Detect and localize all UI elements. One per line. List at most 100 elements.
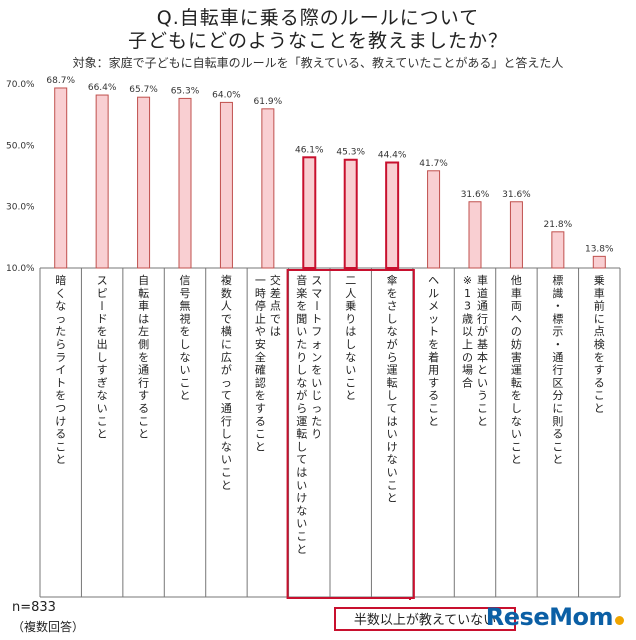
category-label-char: る xyxy=(428,389,439,402)
category-label-char: し xyxy=(387,312,398,325)
category-label-char: を xyxy=(387,287,398,300)
bar-value-label: 65.3% xyxy=(171,86,200,96)
bar-value-label: 61.9% xyxy=(254,97,283,107)
bar-value-label: 13.8% xyxy=(585,244,614,254)
category-label-char: こ xyxy=(255,428,266,441)
category-label-char: 無 xyxy=(180,299,191,313)
category-label-char: と xyxy=(594,402,605,415)
category-label-char: 用 xyxy=(428,364,439,377)
bar-value-label: 31.6% xyxy=(461,190,490,200)
category-label-char: イ xyxy=(55,364,66,377)
category-label-char: 行 xyxy=(552,364,563,377)
category-label-char: 聞 xyxy=(296,312,307,325)
category-label-char: 転 xyxy=(511,376,522,389)
category-label-char: こ xyxy=(552,440,563,453)
category-label-char: い xyxy=(311,376,322,389)
category-label-char: な xyxy=(296,504,307,517)
category-label-char: て xyxy=(387,402,398,415)
category-label-char: さ xyxy=(387,300,398,313)
category-label-char: 以 xyxy=(462,325,473,338)
category-label-char: な xyxy=(387,453,398,466)
category-label-char: る xyxy=(552,428,563,441)
category-label-char: 分 xyxy=(552,389,563,402)
category-label-char: た xyxy=(311,415,322,428)
category-label-char: ら xyxy=(296,402,307,415)
category-label-char: へ xyxy=(511,312,522,325)
category-label-char: い xyxy=(296,479,307,492)
y-tick-label: 30.0% xyxy=(6,203,35,213)
category-label-char: る xyxy=(138,402,149,415)
category-label-char: ・ xyxy=(552,300,563,313)
category-label-char: と xyxy=(552,453,563,466)
bar-value-label: 68.7% xyxy=(46,76,75,86)
category-label-char: っ xyxy=(221,376,232,389)
category-label-char: 標 xyxy=(552,273,563,287)
bar xyxy=(427,170,441,269)
category-label-char: い xyxy=(296,517,307,530)
category-label-char: ト xyxy=(311,312,322,325)
category-label-char: し xyxy=(180,338,191,351)
category-label-char: を xyxy=(138,351,149,364)
category-label-char: こ xyxy=(97,415,108,428)
category-label-char: 暗 xyxy=(55,273,66,287)
category-label-char: し xyxy=(511,402,522,415)
category-label-char: な xyxy=(387,325,398,338)
category-label-char: ※ xyxy=(463,274,472,287)
category-label-char: ら xyxy=(55,338,66,351)
category-label-char: の xyxy=(511,325,522,338)
category-label-char: 自 xyxy=(138,274,149,287)
category-label-char: 安 xyxy=(255,337,266,351)
category-label-char: と xyxy=(477,415,488,428)
category-label-char: り xyxy=(345,312,356,325)
category-label-char: 通 xyxy=(552,351,563,364)
category-label-char: こ xyxy=(477,402,488,415)
category-label-char: 通 xyxy=(221,402,232,415)
category-label-char: と xyxy=(511,453,522,466)
category-label-char: し xyxy=(345,338,356,351)
bar xyxy=(551,231,565,269)
logo-dot-icon xyxy=(615,616,624,625)
y-tick-label: 70.0% xyxy=(6,80,35,90)
category-label-char: し xyxy=(97,351,108,364)
category-label-char: が xyxy=(387,337,398,351)
logo-text: ReseMom xyxy=(485,603,614,631)
category-label-char: ン xyxy=(311,351,322,364)
category-label-char: じ xyxy=(311,389,322,402)
category-label-char: ぎ xyxy=(97,375,108,389)
category-label-char: た xyxy=(296,338,307,351)
category-label-char: る xyxy=(55,428,66,441)
category-label-char: 乗 xyxy=(594,274,605,287)
category-label-char: 車 xyxy=(511,286,522,300)
category-label-char: マ xyxy=(311,287,322,300)
callout-box: 半数以上が教えていない xyxy=(334,607,516,631)
category-label-char: い xyxy=(296,325,307,338)
category-label-char: メ xyxy=(428,300,439,313)
category-label-char: を xyxy=(55,389,66,402)
category-label-char: と xyxy=(387,492,398,505)
bar-value-label: 44.4% xyxy=(378,151,407,161)
category-label-char: こ xyxy=(221,466,232,479)
bar xyxy=(219,101,233,269)
category-label-char: て xyxy=(221,389,232,402)
category-label-char: と xyxy=(345,389,356,402)
category-label-char: 車 xyxy=(477,273,488,287)
category-label-char: 左 xyxy=(138,325,149,338)
category-label-char: 本 xyxy=(477,350,488,364)
category-label-char: で xyxy=(221,312,232,325)
category-label-char: に xyxy=(594,312,605,325)
category-label-char: な xyxy=(296,376,307,389)
category-label-char: と xyxy=(255,440,266,453)
category-label-char: 1 xyxy=(464,287,471,300)
category-label-char: 転 xyxy=(138,287,149,300)
category-label-char: 人 xyxy=(345,287,356,300)
category-label-char: 二 xyxy=(345,274,356,287)
category-label-char: 3 xyxy=(464,300,471,313)
category-label-char: ス xyxy=(311,274,322,287)
category-label-char: と xyxy=(221,479,232,492)
category-label-char: で xyxy=(270,312,281,325)
category-label-char: ト xyxy=(55,376,66,389)
category-label-char: し xyxy=(296,440,307,453)
category-label-char: 楽 xyxy=(296,287,307,300)
bar xyxy=(302,156,317,269)
category-label-char: こ xyxy=(428,402,439,415)
